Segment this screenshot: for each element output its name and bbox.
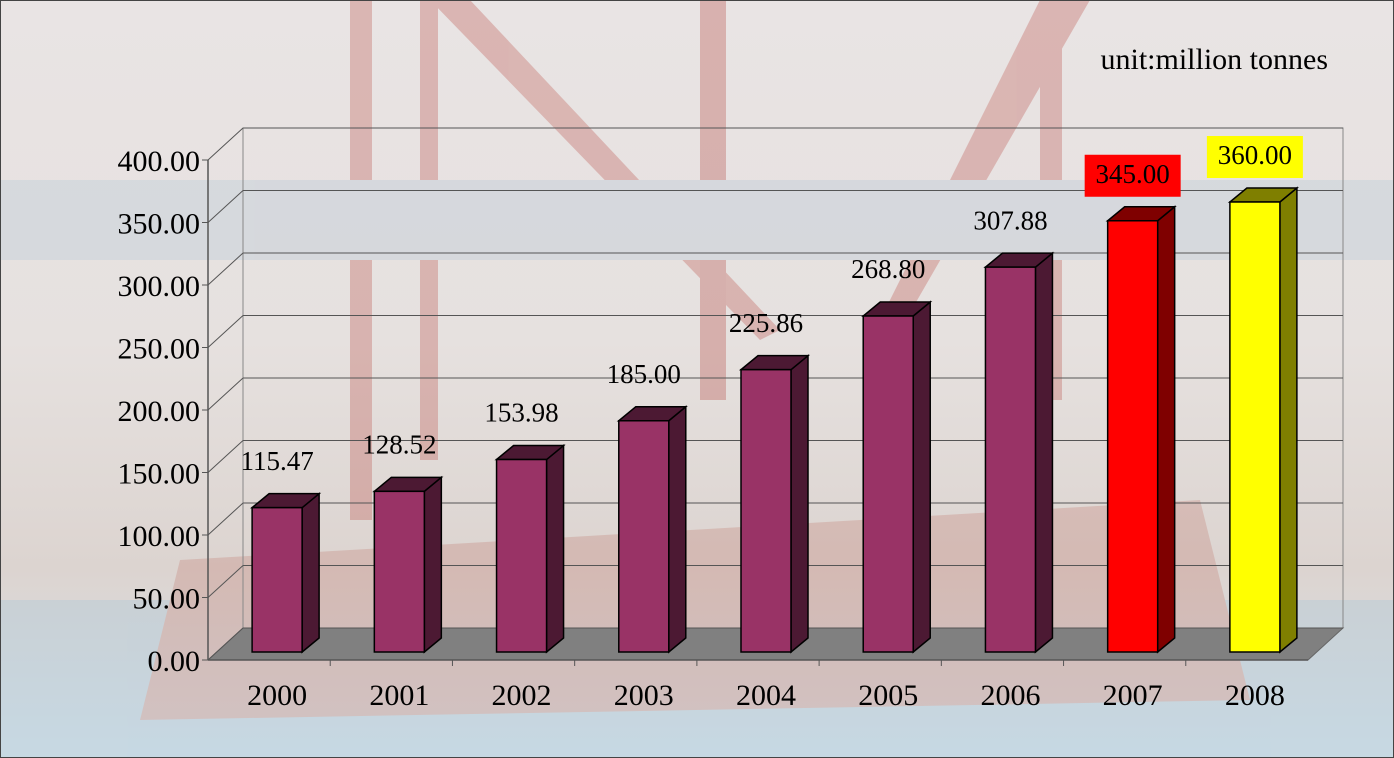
bar-side bbox=[1034, 251, 1054, 654]
value-label: 153.98 bbox=[484, 398, 558, 428]
grid-line-side bbox=[207, 627, 244, 661]
y-tick-label: 150.00 bbox=[118, 457, 201, 490]
bar-side bbox=[423, 475, 443, 654]
bar-side bbox=[790, 354, 809, 654]
x-tick-label: 2007 bbox=[1103, 679, 1163, 712]
x-tick-label: 2008 bbox=[1225, 679, 1285, 712]
grid-line-side bbox=[207, 252, 244, 286]
x-tick-label: 2004 bbox=[736, 679, 796, 712]
bar bbox=[740, 368, 792, 653]
grid-line-side bbox=[207, 502, 244, 536]
value-label-background bbox=[1084, 154, 1181, 197]
bar bbox=[373, 490, 426, 653]
bar bbox=[618, 420, 670, 653]
y-tick-label: 50.00 bbox=[133, 582, 201, 615]
x-tick-label: 2003 bbox=[614, 679, 674, 712]
value-label: 307.88 bbox=[973, 205, 1047, 235]
bar bbox=[862, 315, 914, 653]
value-label: 115.47 bbox=[240, 446, 313, 476]
bar-side bbox=[301, 492, 320, 654]
value-label: 345.00 bbox=[1096, 159, 1170, 189]
grid-line-side bbox=[207, 565, 244, 598]
bar-side bbox=[545, 443, 565, 654]
grid-line-side bbox=[207, 440, 244, 473]
x-tick-label: 2005 bbox=[858, 679, 918, 712]
bar bbox=[1229, 201, 1281, 653]
bar bbox=[1106, 220, 1159, 653]
bar-side bbox=[668, 405, 687, 654]
x-tick-label: 2001 bbox=[369, 679, 429, 712]
y-tick-label: 250.00 bbox=[118, 332, 201, 365]
value-label-background bbox=[1206, 136, 1303, 178]
y-tick-label: 350.00 bbox=[118, 207, 201, 240]
bar bbox=[495, 458, 548, 653]
x-tick-label: 2002 bbox=[492, 679, 552, 712]
x-tick-label: 2000 bbox=[247, 679, 307, 712]
y-tick-label: 300.00 bbox=[118, 270, 201, 303]
grid-line-side bbox=[207, 377, 244, 411]
y-tick-label: 0.00 bbox=[148, 645, 201, 678]
bar-side bbox=[1156, 205, 1176, 654]
bar bbox=[251, 506, 303, 653]
grid-line-side bbox=[207, 127, 244, 161]
x-tick-label: 2006 bbox=[980, 679, 1040, 712]
value-label: 185.00 bbox=[607, 359, 681, 389]
value-label: 225.86 bbox=[729, 308, 803, 338]
bar-side bbox=[1279, 186, 1298, 654]
bar bbox=[984, 266, 1037, 653]
bar-side bbox=[912, 300, 931, 654]
value-label: 360.00 bbox=[1218, 140, 1292, 170]
unit-annotation: unit:million tonnes bbox=[1100, 43, 1328, 76]
y-tick-label: 200.00 bbox=[118, 395, 201, 428]
value-label: 268.80 bbox=[851, 254, 925, 284]
grid-line-side bbox=[207, 190, 244, 223]
y-tick-label: 400.00 bbox=[118, 145, 201, 178]
grid-line-side bbox=[207, 315, 244, 348]
y-tick-label: 100.00 bbox=[118, 520, 201, 553]
value-label: 128.52 bbox=[362, 430, 436, 460]
